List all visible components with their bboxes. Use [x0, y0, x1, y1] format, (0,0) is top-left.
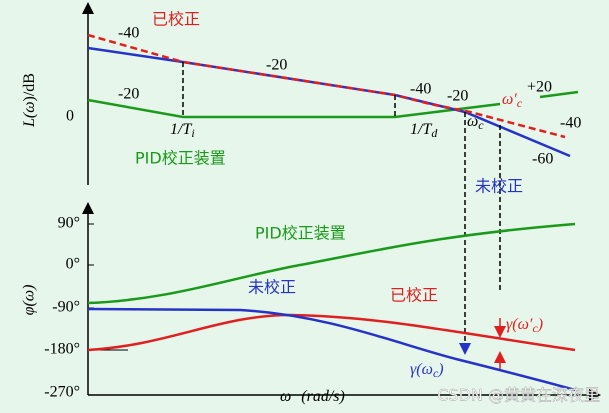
slope: -40: [410, 81, 431, 98]
pid-phase: [87, 222, 576, 305]
tick-label: 90°: [58, 215, 80, 232]
zero-label: 0: [66, 108, 74, 125]
label: c: [517, 96, 523, 110]
tick-label: -180°: [44, 341, 80, 358]
label: )/dB: [21, 73, 38, 101]
slope: -40: [118, 25, 139, 42]
pid-label: PID校正装置: [255, 224, 346, 243]
slope: -20: [447, 88, 468, 105]
corrected-label: 已校正: [390, 286, 438, 305]
label: (rad/s): [301, 388, 345, 405]
slope: +20: [527, 79, 552, 96]
slope: -20: [266, 57, 287, 74]
slope: -40: [560, 115, 581, 132]
x-label: ω (rad/s): [280, 388, 345, 405]
label: L(: [21, 111, 38, 128]
pid-curve: [539, 90, 579, 99]
label: ): [437, 361, 443, 378]
tick-label: 0°: [66, 256, 80, 273]
y-label: L(ω)/dB: [21, 73, 38, 128]
corrected-phase: [87, 313, 576, 352]
y-label: φ(ω): [21, 285, 38, 316]
pid-curve: [87, 98, 501, 119]
slope: -20: [118, 86, 139, 103]
label: γ(ω: [410, 361, 433, 378]
gamma-label: γ(ω′c): [506, 316, 543, 335]
gamma-label: γ(ωc): [410, 361, 444, 380]
label: ω: [21, 101, 38, 112]
uncorrected-label: 未校正: [475, 177, 523, 196]
pid-label: PID校正装置: [135, 149, 226, 168]
label: 1/T: [410, 121, 432, 138]
td-label: 1/Td: [410, 121, 438, 140]
watermark: CSDN @黄黄在深夜里: [437, 386, 600, 405]
corrected-curve: [87, 33, 566, 139]
label: i: [191, 126, 194, 140]
label: ω′: [502, 91, 517, 108]
uncorrected-curve: [87, 46, 571, 158]
label: c: [433, 366, 439, 380]
uncorrected-label: 未校正: [248, 278, 296, 297]
label: γ(ω′: [506, 316, 533, 333]
label: c: [478, 118, 484, 132]
tick-label: -90°: [52, 299, 80, 316]
tick-label: -270°: [44, 384, 80, 401]
ti-label: 1/Ti: [170, 121, 195, 140]
label: ω: [280, 388, 291, 405]
label: 1/T: [170, 121, 192, 138]
label: ω: [467, 113, 478, 130]
wc-label: ωc: [467, 113, 484, 132]
label: c: [532, 321, 538, 335]
slope: -60: [532, 151, 553, 168]
label: d: [431, 126, 438, 140]
wc2-label: ω′c: [502, 91, 523, 110]
uncorrected-phase: [87, 307, 576, 392]
corrected-label: 已校正: [152, 10, 200, 29]
label: ): [537, 316, 543, 333]
